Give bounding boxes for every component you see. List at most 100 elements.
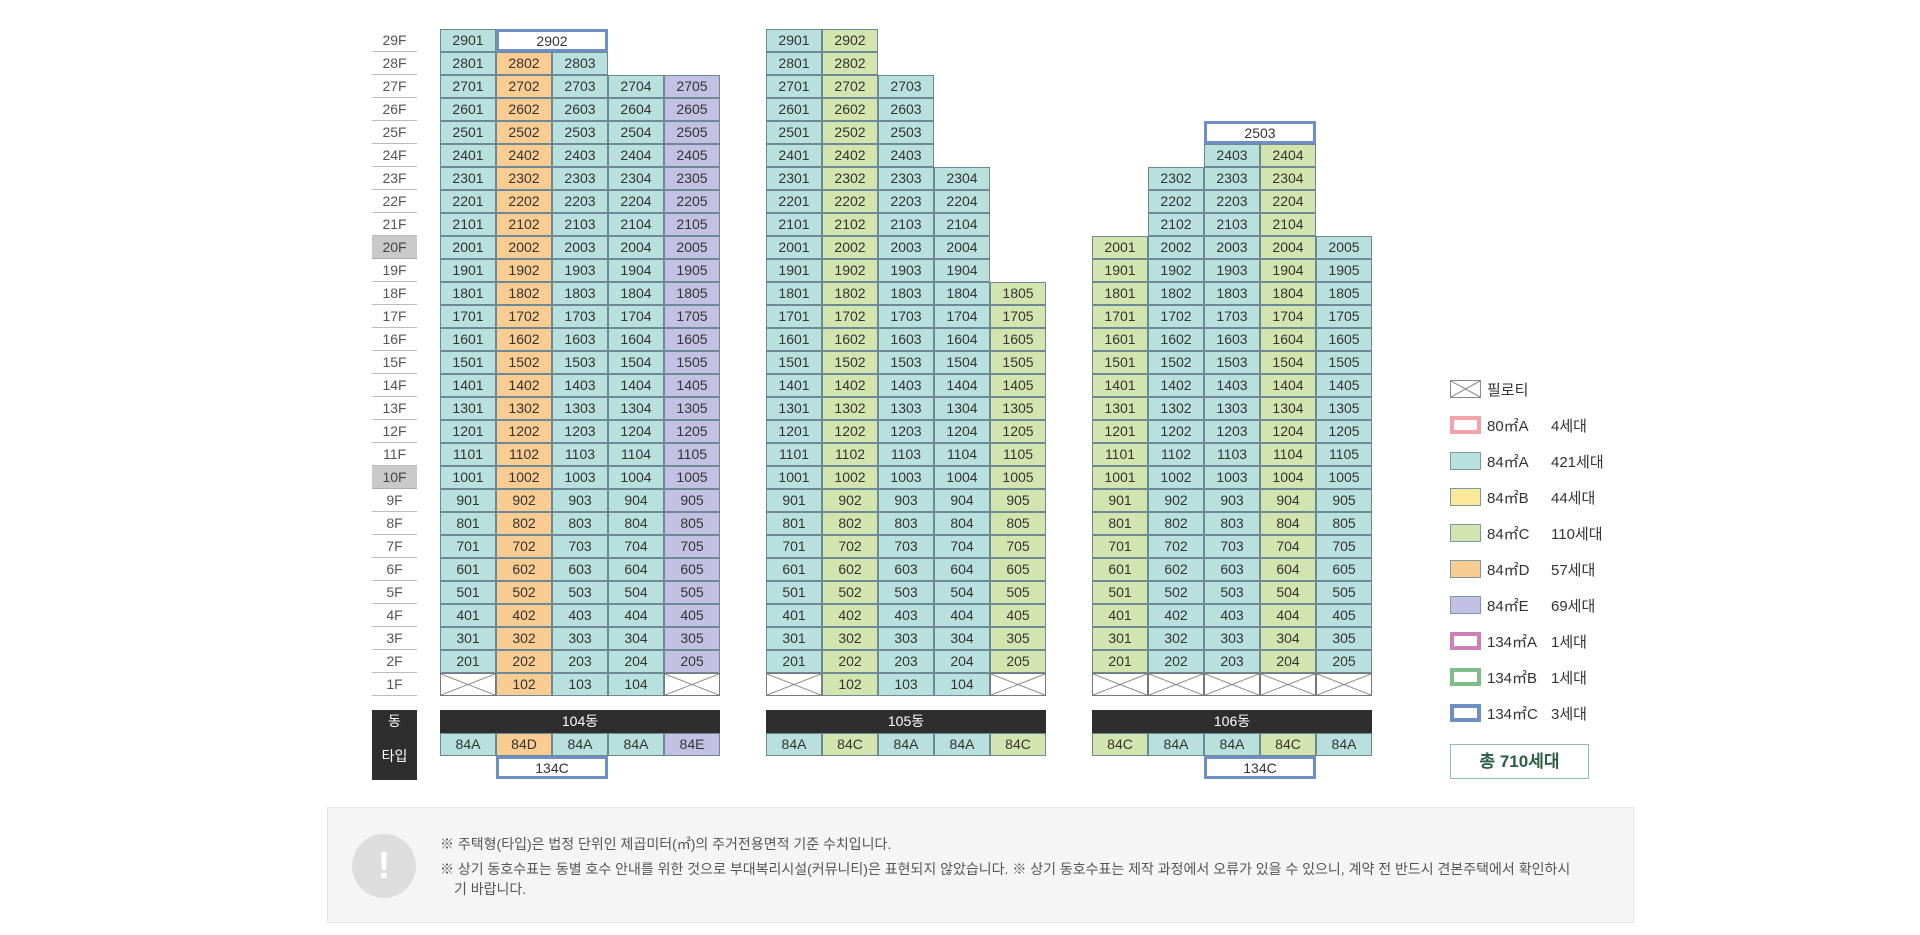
unit-cell: 2303 (1204, 167, 1260, 190)
unit-cell: 2402 (496, 144, 552, 167)
legend-swatch (1450, 596, 1481, 614)
unit-cell: 2502 (822, 121, 878, 144)
floor-label: 14F (372, 374, 417, 397)
floor-label: 4F (372, 604, 417, 627)
floor-label: 8F (372, 512, 417, 535)
unit-cell: 1502 (1148, 351, 1204, 374)
legend-count: 1세대 (1551, 633, 1587, 651)
unit-cell: 2203 (552, 190, 608, 213)
unit-cell: 2801 (766, 52, 822, 75)
exclamation-icon: ! (352, 834, 416, 898)
type-cell: 84C (1260, 733, 1316, 756)
unit-cell: 702 (822, 535, 878, 558)
unit-cell: 2403 (1204, 144, 1260, 167)
unit-cell: 304 (934, 627, 990, 650)
unit-cell: 601 (766, 558, 822, 581)
unit-cell: 502 (1148, 581, 1204, 604)
type-cell: 84C (1092, 733, 1148, 756)
unit-cell: 704 (1260, 535, 1316, 558)
unit-cell: 1301 (766, 397, 822, 420)
unit-cell: 2602 (496, 98, 552, 121)
unit-cell: 1404 (934, 374, 990, 397)
unit-cell: 2402 (822, 144, 878, 167)
legend-name: 80㎡A (1487, 417, 1529, 435)
unit-cell: 2404 (608, 144, 664, 167)
unit-cell: 2403 (878, 144, 934, 167)
unit-cell: 1004 (934, 466, 990, 489)
unit-cell: 2304 (608, 167, 664, 190)
unit-cell: 405 (1316, 604, 1372, 627)
unit-cell: 1602 (1148, 328, 1204, 351)
unit-cell: 1702 (822, 305, 878, 328)
unit-cell: 401 (766, 604, 822, 627)
unit-cell: 705 (664, 535, 720, 558)
unit-cell: 1601 (766, 328, 822, 351)
unit-cell: 1802 (822, 282, 878, 305)
pilotis-cell (1204, 673, 1260, 696)
unit-cell: 2203 (1204, 190, 1260, 213)
unit-cell: 201 (440, 650, 496, 673)
unit-cell: 1902 (822, 259, 878, 282)
unit-cell: 804 (934, 512, 990, 535)
unit-cell: 1705 (664, 305, 720, 328)
unit-cell: 1204 (608, 420, 664, 443)
unit-cell: 1301 (1092, 397, 1148, 420)
unit-cell: 703 (1204, 535, 1260, 558)
unit-cell: 205 (664, 650, 720, 673)
unit-cell: 2505 (664, 121, 720, 144)
unit-cell: 903 (878, 489, 934, 512)
unit-cell: 502 (496, 581, 552, 604)
unit-cell: 302 (822, 627, 878, 650)
legend-swatch (1450, 380, 1481, 398)
unit-cell: 1304 (934, 397, 990, 420)
unit-cell: 1103 (552, 443, 608, 466)
unit-cell: 605 (664, 558, 720, 581)
notice-line-3: 기 바랍니다. (454, 881, 527, 897)
legend-item: 84㎡E 69세대 (1450, 593, 1595, 617)
unit-cell: 601 (440, 558, 496, 581)
legend-swatch (1450, 560, 1481, 578)
unit-cell: 2105 (664, 213, 720, 236)
legend-swatch (1450, 632, 1481, 650)
legend-count: 69세대 (1551, 597, 1596, 615)
unit-cell: 2004 (934, 236, 990, 259)
unit-cell: 1903 (552, 259, 608, 282)
unit-cell: 2201 (440, 190, 496, 213)
unit-cell: 1802 (496, 282, 552, 305)
pilotis-cell (1148, 673, 1204, 696)
unit-cell: 1405 (1316, 374, 1372, 397)
floor-label: 19F (372, 259, 417, 282)
unit-cell: 104 (608, 673, 664, 696)
unit-cell: 1801 (766, 282, 822, 305)
unit-cell: 2104 (608, 213, 664, 236)
unit-cell: 1402 (496, 374, 552, 397)
unit-cell: 1503 (1204, 351, 1260, 374)
floor-label: 6F (372, 558, 417, 581)
unit-cell: 1901 (766, 259, 822, 282)
unit-cell: 905 (664, 489, 720, 512)
unit-cell: 1104 (1260, 443, 1316, 466)
unit-cell: 405 (990, 604, 1046, 627)
unit-cell: 801 (440, 512, 496, 535)
unit-cell: 1904 (608, 259, 664, 282)
unit-cell: 603 (878, 558, 934, 581)
floor-label: 1F (372, 673, 417, 696)
dong-header: 동 (372, 710, 417, 733)
building-name: 105동 (766, 710, 1046, 733)
unit-cell: 505 (664, 581, 720, 604)
unit-cell: 803 (552, 512, 608, 535)
unit-cell: 1505 (664, 351, 720, 374)
unit-cell: 2702 (822, 75, 878, 98)
unit-cell: 2802 (822, 52, 878, 75)
unit-cell: 2703 (552, 75, 608, 98)
unit-cell: 504 (934, 581, 990, 604)
unit-cell: 401 (1092, 604, 1148, 627)
unit-cell: 1504 (1260, 351, 1316, 374)
unit-cell: 1605 (664, 328, 720, 351)
floor-label: 15F (372, 351, 417, 374)
unit-cell: 1701 (766, 305, 822, 328)
unit-cell: 305 (664, 627, 720, 650)
unit-cell: 2703 (878, 75, 934, 98)
unit-cell: 1603 (552, 328, 608, 351)
unit-cell: 803 (878, 512, 934, 535)
